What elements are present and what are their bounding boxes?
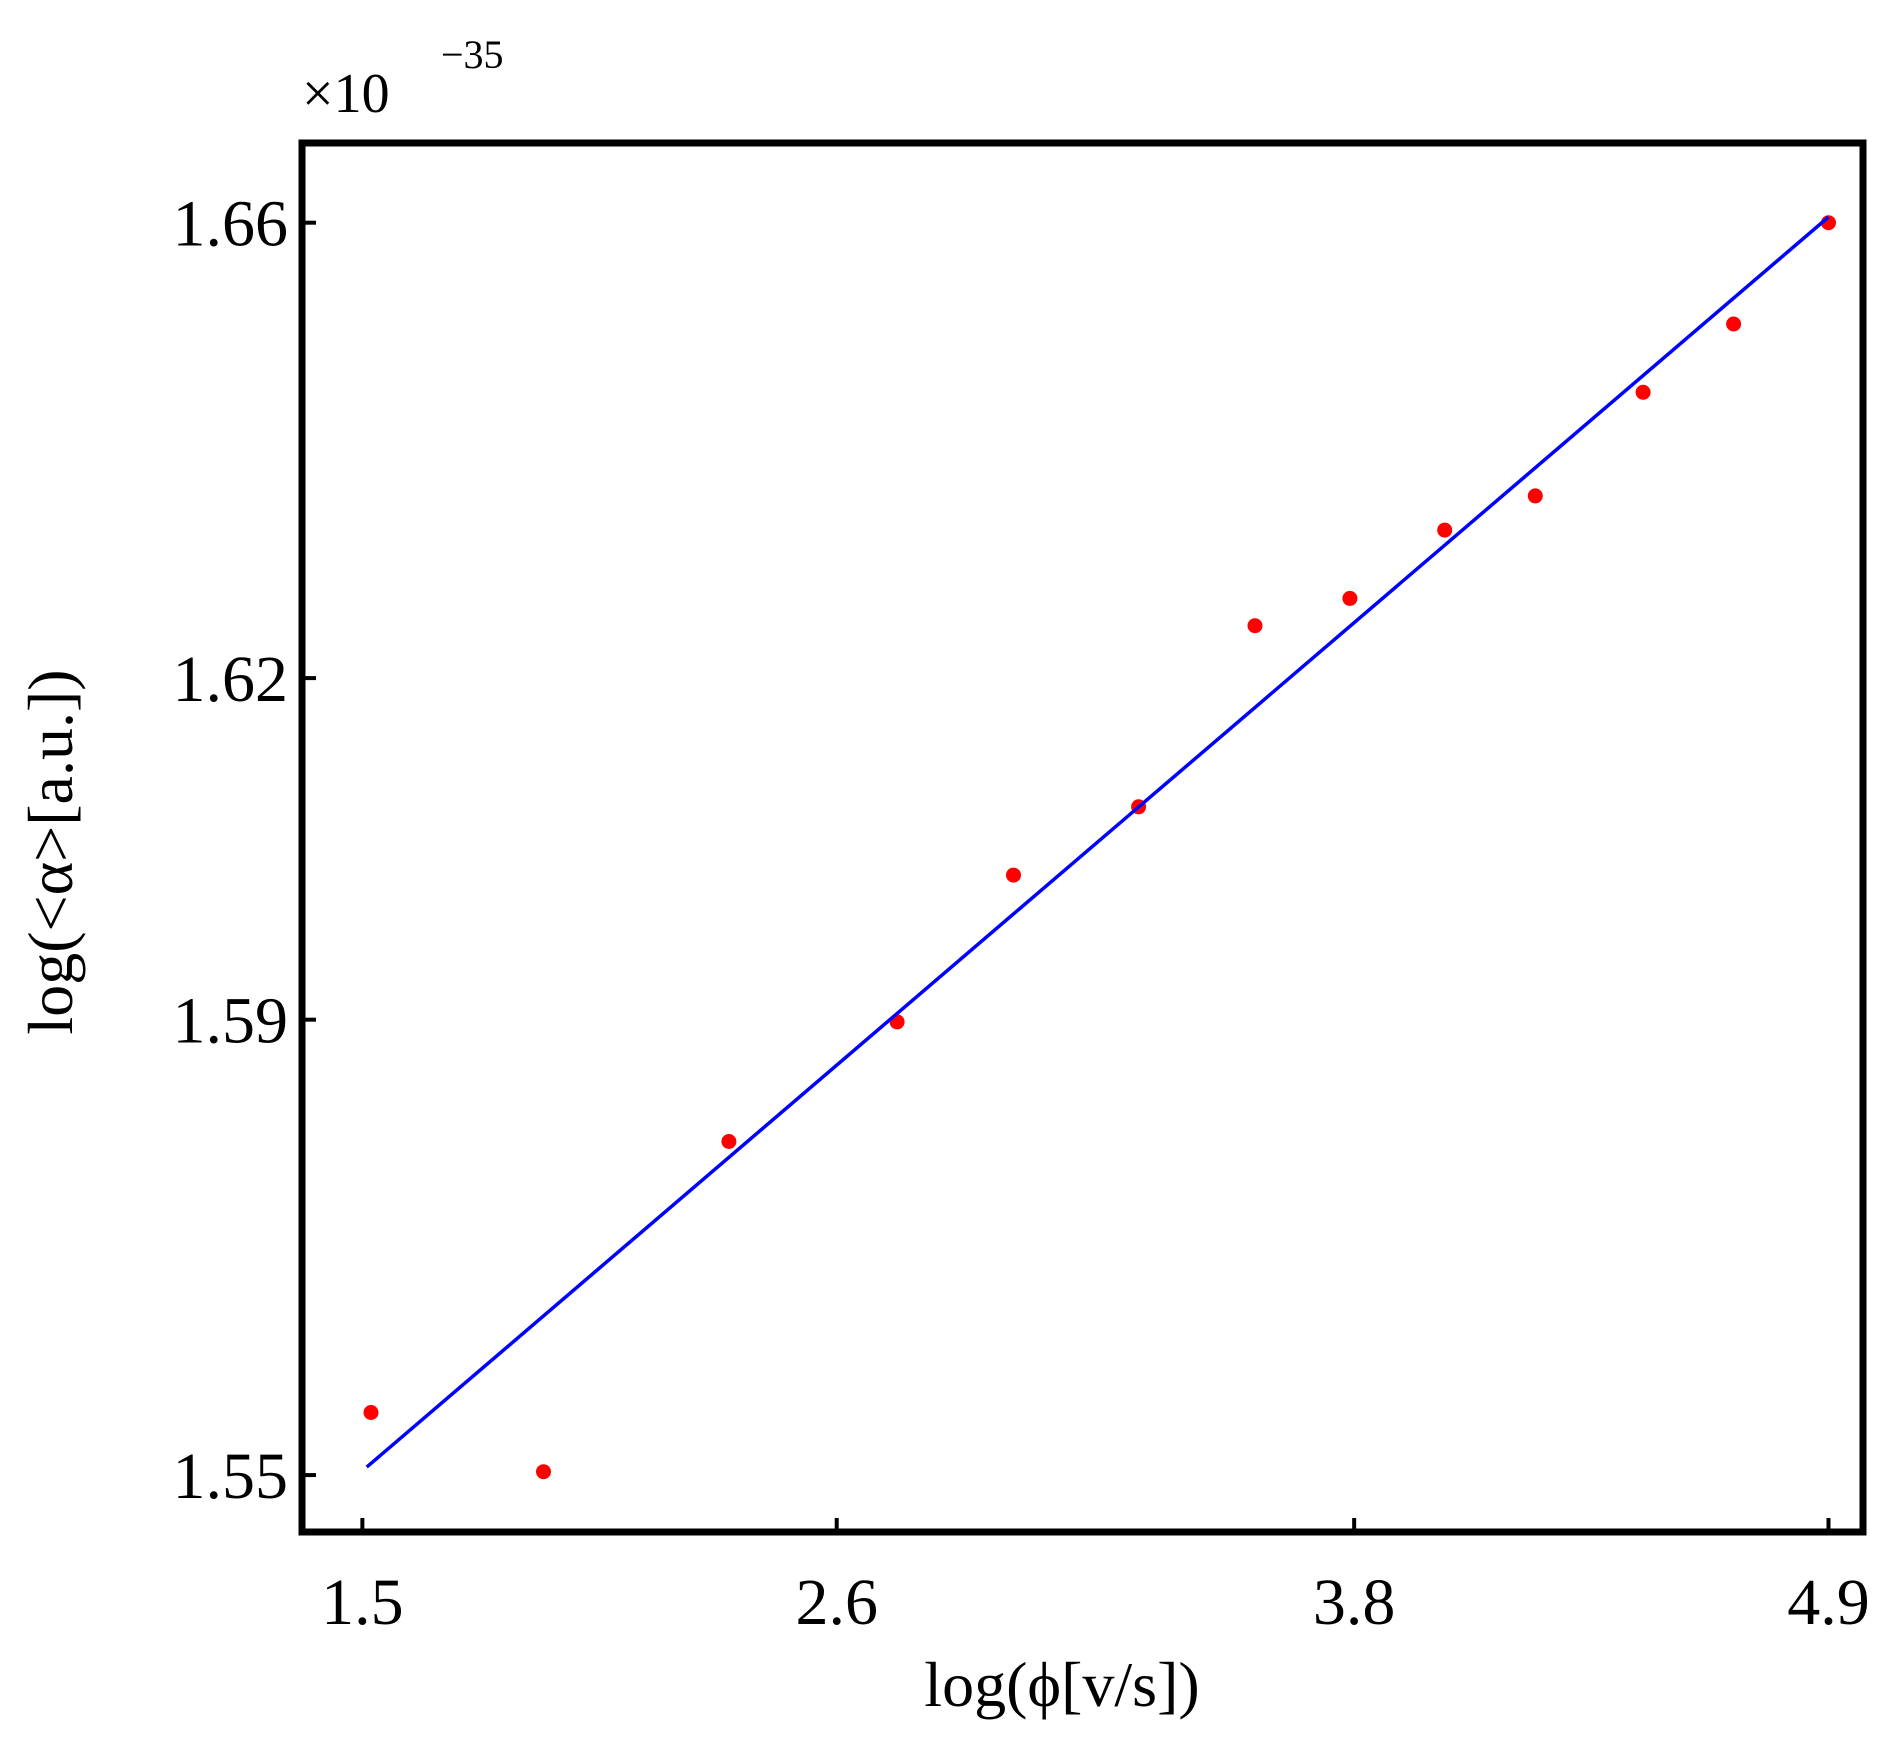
data-point <box>1437 522 1453 538</box>
plot-area <box>363 215 1836 1480</box>
y-tick-label: 1.55 <box>173 1440 289 1513</box>
data-point <box>1527 488 1543 504</box>
x-tick-label: 4.9 <box>1787 1566 1870 1639</box>
x-tick-label: 3.8 <box>1313 1566 1396 1639</box>
x-tick-label: 2.6 <box>795 1566 878 1639</box>
data-point <box>1635 384 1651 400</box>
data-point <box>1247 618 1263 634</box>
y-tick-label: 1.59 <box>173 985 289 1058</box>
x-tick-label: 1.5 <box>321 1566 404 1639</box>
plot-frame <box>298 139 1867 1536</box>
data-point <box>1726 316 1742 332</box>
axes: 1.5 2.6 3.8 4.9 1.55 1.59 1.62 1.66 <box>173 139 1870 1639</box>
data-point <box>1006 867 1021 883</box>
data-point <box>536 1464 551 1480</box>
y-multiplier: ×10 <box>302 63 390 125</box>
y-axis-label: log(<α>[a.u.]) <box>15 669 86 1034</box>
y-tick-label: 1.62 <box>173 643 289 716</box>
data-point <box>1342 590 1358 606</box>
data-point <box>363 1405 379 1420</box>
fit-line <box>365 215 1830 1469</box>
y-multiplier-exponent: −35 <box>441 32 504 77</box>
x-axis-label: log(ϕ[v/s]) <box>924 1649 1199 1720</box>
y-tick-label: 1.66 <box>173 188 289 261</box>
data-point <box>721 1134 737 1149</box>
